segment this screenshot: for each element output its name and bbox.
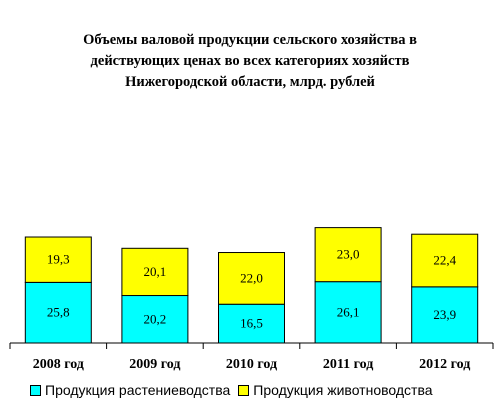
x-tick-label: 2012 год <box>419 357 470 372</box>
legend-label-animals: Продукция животноводства <box>253 382 433 398</box>
bar-animals <box>411 233 479 288</box>
x-tick-label: 2008 год <box>33 357 84 372</box>
legend-swatch-plants <box>30 384 41 396</box>
x-tick-label: 2010 год <box>226 357 277 372</box>
chart-title-line-2: действующих ценах во всех категориях хоз… <box>90 53 410 69</box>
data-label-plants: 20,2 <box>144 311 167 326</box>
legend-item-animals: Продукция животноводства <box>238 382 433 398</box>
chart-title-line-1: Объемы валовой продукции сельского хозяй… <box>83 32 417 48</box>
chart-title: Объемы валовой продукции сельского хозяй… <box>40 30 460 93</box>
legend-swatch-animals <box>238 384 250 396</box>
data-label-plants: 16,5 <box>240 316 263 331</box>
bar-animals <box>314 227 382 283</box>
data-label-plants: 26,1 <box>337 304 360 319</box>
legend-item-plants: Продукция растениеводства <box>30 382 230 398</box>
data-label-animals: 23,0 <box>337 247 360 262</box>
chart-title-line-3: Нижегородской области, млрд. рублей <box>125 74 375 90</box>
x-tick-label: 2009 год <box>129 357 180 372</box>
legend: Продукция растениеводства Продукция живо… <box>30 380 441 400</box>
data-label-plants: 25,8 <box>47 305 70 320</box>
bar-animals <box>121 247 189 297</box>
data-label-animals: 22,4 <box>433 253 456 268</box>
data-label-animals: 22,0 <box>240 270 263 285</box>
data-label-animals: 19,3 <box>47 252 70 267</box>
bar-animals <box>218 252 285 305</box>
bar-animals <box>24 236 92 283</box>
bar-plants <box>314 281 382 344</box>
legend-label-plants: Продукция растениеводства <box>45 382 231 398</box>
x-tick-label: 2011 год <box>323 357 373 372</box>
data-label-animals: 20,1 <box>144 264 167 279</box>
bar-plants <box>24 281 92 344</box>
bar-plants <box>218 303 285 344</box>
data-label-plants: 23,9 <box>433 307 456 322</box>
